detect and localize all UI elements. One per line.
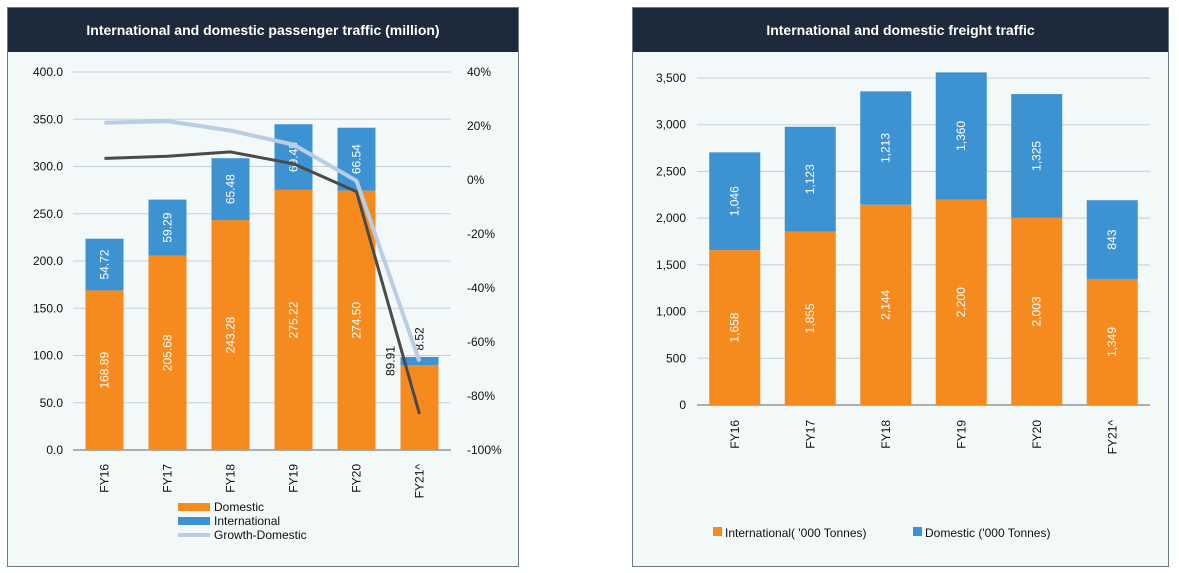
- y2-tick-label: -20%: [467, 227, 495, 241]
- y-tick-label: 0.0: [46, 443, 63, 457]
- international-freight-bar: [709, 250, 761, 405]
- y2-tick-label: -80%: [467, 389, 495, 403]
- y-tick-label: 500: [666, 351, 686, 365]
- y2-tick-label: -40%: [467, 281, 495, 295]
- domestic-freight-data-label: 1,360: [954, 121, 968, 151]
- domestic-freight-data-label: 1,213: [879, 133, 893, 163]
- domestic-freight-bar: [709, 152, 761, 251]
- y-tick-label: 50.0: [40, 396, 64, 410]
- domestic-bar: [85, 290, 124, 450]
- international-data-label: 59.29: [161, 212, 175, 242]
- y2-tick-label: 0%: [467, 173, 485, 187]
- domestic-bar: [274, 189, 313, 450]
- x-tick-label: FY17: [161, 464, 175, 493]
- y-tick-label: 3,500: [656, 71, 686, 85]
- x-tick-label: FY18: [879, 420, 893, 449]
- domestic-bar: [148, 255, 187, 450]
- legend-growth-domestic-label: Growth-Domestic: [214, 528, 307, 542]
- y2-tick-label: 40%: [467, 65, 491, 79]
- domestic-data-label: 274.50: [350, 302, 364, 339]
- y-tick-label: 2,500: [656, 164, 686, 178]
- domestic-freight-bar: [784, 126, 836, 232]
- domestic-freight-data-label: 843: [1105, 229, 1119, 249]
- y-tick-label: 200.0: [33, 254, 63, 268]
- legend-domestic-freight-swatch: [913, 527, 922, 536]
- y2-tick-label: -100%: [467, 443, 502, 457]
- domestic-data-label: 168.89: [98, 352, 112, 389]
- freight-chart-title: International and domestic freight traff…: [633, 8, 1168, 52]
- x-tick-label: FY18: [224, 464, 238, 493]
- legend-domestic-freight-label: Domestic ('000 Tonnes): [925, 526, 1050, 540]
- international-bar: [274, 124, 313, 190]
- domestic-freight-bar: [935, 72, 987, 200]
- y-tick-label: 350.0: [33, 112, 63, 126]
- domestic-freight-bar: [1086, 200, 1138, 279]
- y-tick-label: 0: [679, 398, 686, 412]
- legend-international-freight-swatch: [713, 527, 722, 536]
- x-tick-label: FY21^: [1105, 420, 1119, 455]
- legend-international-swatch: [178, 517, 210, 525]
- international-freight-bar: [784, 231, 836, 405]
- x-tick-label: FY19: [287, 464, 301, 493]
- passenger-chart-title: International and domestic passenger tra…: [8, 8, 518, 52]
- international-freight-data-label: 2,003: [1030, 296, 1044, 326]
- y-tick-label: 150.0: [33, 301, 63, 315]
- domestic-freight-data-label: 1,325: [1030, 141, 1044, 171]
- domestic-freight-data-label: 1,046: [728, 186, 742, 216]
- domestic-freight-bar: [1011, 94, 1063, 218]
- international-data-label: 54.72: [98, 249, 112, 279]
- domestic-bar: [400, 365, 439, 450]
- x-tick-label: FY19: [954, 420, 968, 449]
- international-bar: [211, 158, 250, 221]
- domestic-data-label: 243.28: [224, 316, 238, 353]
- international-freight-bar: [1086, 278, 1138, 405]
- international-freight-data-label: 1,855: [803, 303, 817, 333]
- x-tick-label: FY16: [728, 420, 742, 449]
- y-tick-label: 1,000: [656, 305, 686, 319]
- domestic-freight-data-label: 1,123: [803, 164, 817, 194]
- international-bar: [148, 199, 187, 256]
- y-tick-label: 250.0: [33, 207, 63, 221]
- legend-international-freight-label: International( '000 Tonnes): [725, 526, 867, 540]
- international-data-label: 65.48: [224, 174, 238, 204]
- international-data-label: 8.52: [413, 327, 427, 351]
- international-freight-data-label: 1,658: [728, 312, 742, 342]
- international-data-label: 66.54: [350, 144, 364, 174]
- y-tick-label: 300.0: [33, 160, 63, 174]
- y-tick-label: 3,000: [656, 118, 686, 132]
- y-tick-label: 1,500: [656, 258, 686, 272]
- x-tick-label: FY20: [1030, 420, 1044, 449]
- international-freight-data-label: 2,200: [954, 287, 968, 317]
- domestic-data-label: 89.91: [384, 346, 398, 376]
- x-tick-label: FY21^: [413, 464, 427, 499]
- legend-domestic-label: Domestic: [214, 500, 264, 514]
- domestic-freight-bar: [860, 91, 912, 205]
- y2-tick-label: -60%: [467, 335, 495, 349]
- legend-domestic-swatch: [178, 503, 210, 511]
- x-tick-label: FY20: [350, 464, 364, 493]
- international-freight-data-label: 1,349: [1105, 327, 1119, 357]
- y-tick-label: 2,000: [656, 211, 686, 225]
- international-bar: [85, 238, 124, 291]
- domestic-bar: [211, 220, 250, 450]
- growth-domestic-line: [104, 119, 422, 363]
- international-freight-bar: [1011, 217, 1063, 405]
- international-freight-bar: [860, 204, 912, 405]
- y-tick-label: 400.0: [33, 65, 63, 79]
- international-freight-data-label: 2,144: [879, 290, 893, 320]
- y-tick-label: 100.0: [33, 349, 63, 363]
- x-tick-label: FY17: [803, 420, 817, 449]
- domestic-data-label: 275.22: [287, 301, 301, 338]
- legend-international-label: International: [214, 514, 280, 528]
- x-tick-label: FY16: [98, 464, 112, 493]
- growth-international-line: [104, 150, 421, 415]
- domestic-data-label: 205.68: [161, 334, 175, 371]
- international-freight-bar: [935, 199, 987, 405]
- y2-tick-label: 20%: [467, 119, 491, 133]
